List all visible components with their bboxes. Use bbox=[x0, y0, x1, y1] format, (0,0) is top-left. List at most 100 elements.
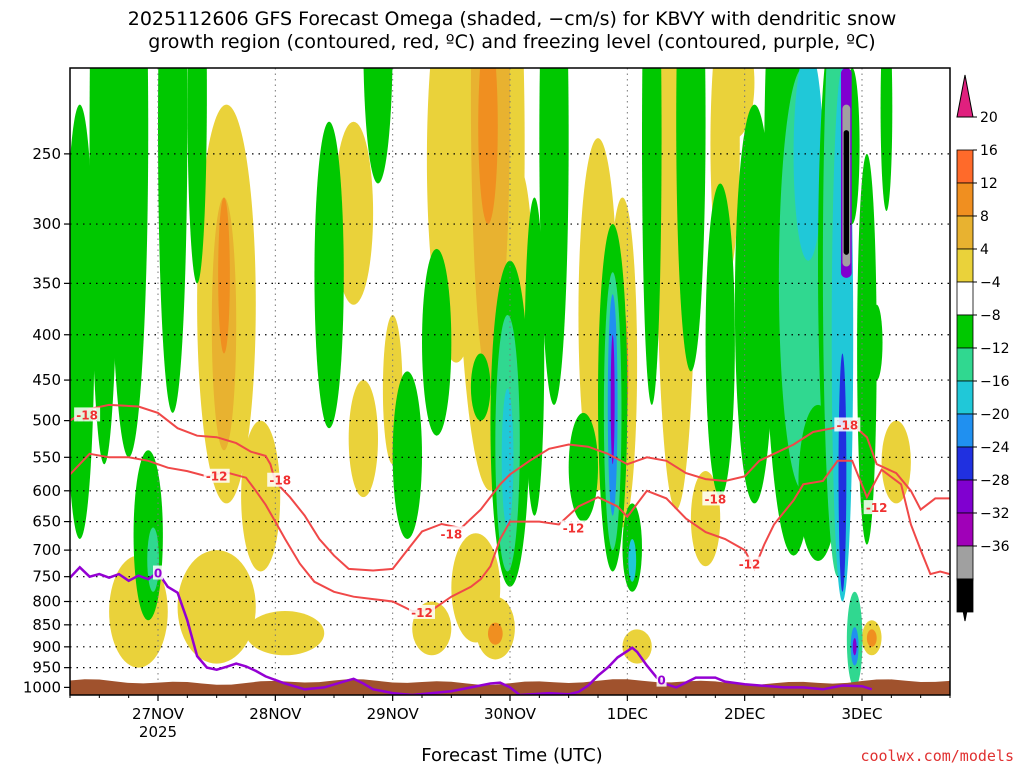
y-tick-label-300: 300 bbox=[32, 215, 61, 233]
dgz-label-3-bg bbox=[438, 526, 465, 541]
x-tick-label-28NOV: 28NOV bbox=[249, 705, 302, 723]
descent-shade-30 bbox=[70, 104, 95, 539]
y-tick-label-1000: 1000 bbox=[23, 678, 61, 696]
dgz-label-9: -12 bbox=[866, 501, 888, 515]
colorbar-label-4: 4 bbox=[980, 242, 989, 258]
descent-shade-37 bbox=[314, 121, 344, 429]
descent-shade-71 bbox=[857, 153, 877, 545]
descent-shade-36 bbox=[187, 68, 207, 284]
x-axis-label: Forecast Time (UTC) bbox=[421, 745, 603, 766]
dgz-label-4: -12 bbox=[411, 606, 433, 620]
descent-shade-39 bbox=[392, 371, 423, 539]
colorbar-swatch-1 bbox=[956, 149, 974, 184]
colorbar-label-10: −24 bbox=[980, 440, 1010, 456]
descent-shade-73 bbox=[880, 68, 893, 211]
descent-shade-40 bbox=[422, 248, 452, 436]
ascent-shade-1 bbox=[177, 550, 256, 664]
y-tick-label-350: 350 bbox=[32, 274, 61, 292]
grid-lines bbox=[70, 68, 950, 695]
y-tick-label-900: 900 bbox=[32, 638, 61, 656]
freezing-level-contour bbox=[70, 565, 873, 695]
y-tick-label-700: 700 bbox=[32, 541, 61, 559]
y-tick-label-500: 500 bbox=[32, 412, 61, 430]
dgz-contour-minus18 bbox=[70, 403, 950, 572]
descent-shade-51 bbox=[610, 334, 615, 465]
dgz-label-9-bg bbox=[863, 500, 890, 515]
descent-shade-38 bbox=[363, 68, 393, 184]
y-tick-label-750: 750 bbox=[32, 568, 61, 586]
colorbar-label-2: 12 bbox=[980, 176, 998, 192]
colorbar-swatch-4 bbox=[956, 248, 974, 283]
chart-title-line2: growth region (contoured, red, ºC) and f… bbox=[148, 31, 876, 53]
descent-shade-47 bbox=[568, 412, 598, 522]
dgz-label-0-bg bbox=[74, 407, 101, 422]
ascent-shade-7 bbox=[334, 121, 374, 305]
colorbar-label-11: −28 bbox=[980, 473, 1010, 489]
descent-shade-32 bbox=[109, 68, 149, 458]
dgz-label-8-bg bbox=[834, 417, 861, 432]
descent-shade-41 bbox=[470, 353, 491, 421]
intense-core-shade-2 bbox=[843, 130, 850, 255]
ascent-shade-6 bbox=[246, 611, 325, 656]
dgz-label-8: -18 bbox=[836, 418, 858, 432]
x-tick-label-1DEC: 1DEC bbox=[607, 705, 648, 723]
descent-shade-35 bbox=[158, 68, 188, 413]
dgz-label-6-bg bbox=[702, 491, 729, 506]
dgz-label-2-bg bbox=[267, 472, 294, 487]
dgz-label-4-bg bbox=[409, 604, 435, 619]
x-tick-sublabel-year: 2025 bbox=[139, 723, 177, 741]
colorbar-swatch-12 bbox=[956, 512, 974, 547]
y-tick-label-450: 450 bbox=[32, 371, 61, 389]
descent-shade-54 bbox=[642, 68, 662, 405]
y-tick-label-950: 950 bbox=[32, 659, 61, 677]
colorbar-label-9: −20 bbox=[980, 407, 1010, 423]
dgz-contour-minus12 bbox=[70, 452, 950, 613]
freezing-label-1-bg bbox=[656, 672, 667, 687]
colorbar-swatch-10 bbox=[956, 446, 974, 481]
descent-shade-56 bbox=[705, 183, 735, 498]
contour-labels: -18 -12 -18 -18 -12 -12 -18 -12 -18 -12 0 0 bbox=[74, 407, 890, 688]
dgz-label-1-bg bbox=[203, 468, 230, 483]
colorbar-label-7: −12 bbox=[980, 341, 1010, 357]
omega-shading bbox=[70, 68, 911, 688]
colorbar-label-1: 16 bbox=[980, 143, 998, 159]
colorbar-label-6: −8 bbox=[980, 308, 1001, 324]
colorbar-swatch-13 bbox=[956, 545, 974, 580]
freezing-label-0: 0 bbox=[154, 567, 162, 581]
descent-shade-66 bbox=[838, 353, 847, 592]
colorbar: 20 16 12 8 4 −4 −8 −12 −16 −20 −24 −28 −32 −36 bbox=[956, 74, 1010, 622]
y-tick-label-850: 850 bbox=[32, 616, 61, 634]
freezing-label-1: 0 bbox=[657, 674, 665, 688]
colorbar-label-8: −16 bbox=[980, 374, 1010, 390]
colorbar-label-3: 8 bbox=[980, 209, 989, 225]
ascent-shade-15 bbox=[478, 68, 498, 225]
ascent-shade-22 bbox=[622, 629, 652, 664]
contour-lines bbox=[70, 403, 950, 695]
descent-shade-45 bbox=[524, 197, 545, 516]
colorbar-top-arrow bbox=[956, 74, 974, 118]
dgz-label-7: -12 bbox=[739, 558, 761, 572]
colorbar-label-13: −36 bbox=[980, 539, 1010, 555]
dgz-label-6: -18 bbox=[704, 492, 726, 506]
y-tick-label-550: 550 bbox=[32, 448, 61, 466]
ascent-shade-28 bbox=[866, 629, 877, 647]
dgz-label-1: -12 bbox=[206, 470, 228, 484]
colorbar-swatch-3 bbox=[956, 215, 974, 250]
dgz-label-0: -18 bbox=[76, 408, 98, 422]
colorbar-swatch-5 bbox=[956, 281, 974, 316]
chart-title-line1: 2025112606 GFS Forecast Omega (shaded, −… bbox=[127, 8, 897, 30]
ascent-shade-17 bbox=[488, 622, 503, 645]
y-tick-label-400: 400 bbox=[32, 326, 61, 344]
colorbar-bottom-arrow bbox=[956, 578, 974, 622]
descent-shade-55 bbox=[676, 68, 706, 372]
x-tick-label-30NOV: 30NOV bbox=[484, 705, 537, 723]
dgz-label-5-bg bbox=[560, 520, 587, 535]
y-tick-label-800: 800 bbox=[32, 593, 61, 611]
y-tick-label-600: 600 bbox=[32, 482, 61, 500]
descent-shade-70 bbox=[852, 638, 857, 656]
dgz-label-7-bg bbox=[736, 556, 763, 571]
descent-shade-34 bbox=[147, 527, 159, 592]
colorbar-swatch-2 bbox=[956, 182, 974, 217]
